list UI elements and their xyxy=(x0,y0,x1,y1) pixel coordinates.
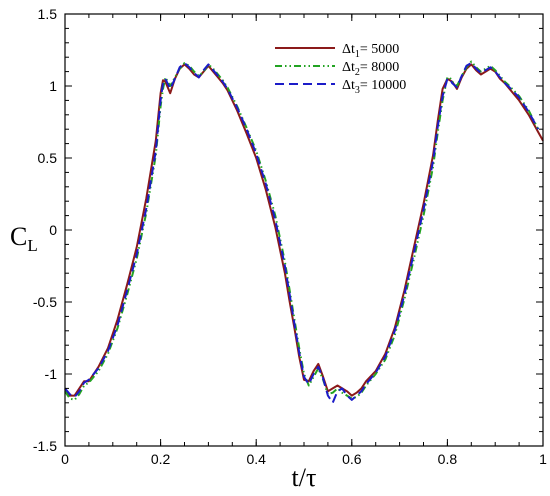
y-axis-label: CL xyxy=(10,222,38,255)
x-tick-label: 0.6 xyxy=(342,451,362,467)
series-line-3 xyxy=(64,62,540,404)
series-line-2 xyxy=(64,60,540,401)
x-tick-label: 0.4 xyxy=(246,451,266,467)
y-tick-label: -0.5 xyxy=(33,294,57,310)
plot-frame xyxy=(64,13,544,447)
y-axis-label-main: C xyxy=(10,222,27,251)
y-tick-label: 1 xyxy=(49,78,57,94)
y-tick-label: 1.5 xyxy=(38,6,58,22)
legend-label-1: Δt1= 5000 xyxy=(342,42,399,60)
y-axis-label-sub: L xyxy=(27,236,37,255)
series-line-1 xyxy=(64,63,544,397)
x-tick-label: 1 xyxy=(539,451,547,467)
axis-ticks: 0 0.2 0.4 0.6 0.8 1 -1.5 -1 -0.5 0 0.5 1 1.5 xyxy=(33,6,547,467)
y-tick-label: -1.5 xyxy=(33,438,57,454)
y-tick-label: 0.5 xyxy=(38,150,58,166)
x-axis-label: t/τ xyxy=(292,463,317,492)
y-tick-label: 0 xyxy=(49,222,57,238)
y-tick-label: -1 xyxy=(45,366,58,382)
x-tick-label: 0.2 xyxy=(151,451,171,467)
legend-label-3: Δt3= 10000 xyxy=(342,78,406,96)
x-tick-label: 0 xyxy=(61,451,69,467)
series-lines xyxy=(64,60,544,404)
legend-label-2: Δt2= 8000 xyxy=(342,60,399,78)
x-tick-label: 0.8 xyxy=(438,451,458,467)
